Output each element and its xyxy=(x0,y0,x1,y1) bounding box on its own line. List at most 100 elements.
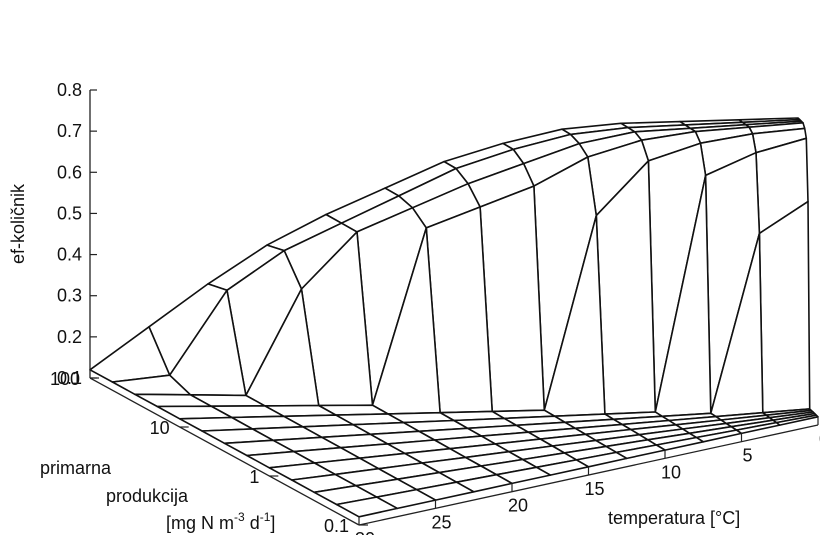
surface-cell xyxy=(273,437,341,452)
surface-cell xyxy=(503,129,571,150)
surface-cell xyxy=(700,133,756,176)
y-axis-label-line1: primarna xyxy=(40,458,112,478)
surface-cell xyxy=(616,445,665,459)
production-tick-label: 1 xyxy=(249,467,259,487)
surface-cell xyxy=(522,452,577,468)
surface-cell xyxy=(576,452,627,467)
axis-labels: ef-količnik temperatura [°C] primarna pr… xyxy=(8,183,740,533)
y-axis-label-line2: produkcija xyxy=(106,486,189,506)
surface-cell xyxy=(202,428,274,444)
surface-cell xyxy=(570,127,635,144)
z-axis-label: ef-količnik xyxy=(8,183,28,264)
z-tick-label: 0.5 xyxy=(57,203,82,223)
surface-cell xyxy=(208,245,285,291)
surface-cell xyxy=(564,446,617,460)
z-tick-label: 0.6 xyxy=(57,162,82,182)
surface-cell xyxy=(669,416,721,425)
surface-cell xyxy=(284,223,357,289)
surface-cell xyxy=(639,429,690,440)
surface-cell xyxy=(533,157,597,411)
surface-cell xyxy=(726,417,773,427)
surface-cell xyxy=(776,415,818,426)
surface-cell xyxy=(252,426,322,441)
surface-cell xyxy=(585,429,640,441)
z-tick-label: 0.8 xyxy=(57,80,82,100)
surface-cell xyxy=(335,413,404,425)
z-tick-label: 0.7 xyxy=(57,121,82,141)
surface-cell xyxy=(376,489,436,509)
surface-cell xyxy=(190,394,265,407)
surface-cell xyxy=(341,195,413,232)
surface-cell xyxy=(552,440,607,453)
surface-cell xyxy=(283,415,354,427)
surface-cell xyxy=(398,168,469,208)
surface-cell xyxy=(496,467,551,484)
z-tick-label: 0.4 xyxy=(57,245,82,265)
surface-cell xyxy=(468,163,534,207)
surface-cell xyxy=(749,122,805,134)
surface-cell xyxy=(90,326,170,382)
surface-cell xyxy=(587,140,649,216)
surface-cell xyxy=(412,183,481,228)
surface-cell xyxy=(264,405,336,417)
surface-cell xyxy=(536,459,589,476)
surface-cell xyxy=(627,124,691,132)
surface-cell xyxy=(675,420,727,429)
surface-cell xyxy=(149,283,227,376)
surface-cell xyxy=(357,207,427,406)
surface-cell xyxy=(613,416,669,425)
z-tick-label: 0.3 xyxy=(57,286,82,306)
surface-cell xyxy=(562,123,628,135)
surface-cell xyxy=(648,143,706,412)
surface-cell xyxy=(689,426,737,438)
surface-cell xyxy=(169,290,246,396)
surface-cell xyxy=(444,143,514,169)
surface-cell xyxy=(710,233,763,417)
surface-cell xyxy=(508,446,565,460)
axes: 0.1 0.2 0.3 0.4 0.5 0.6 0.7 0.8 0.1 1 10 100 0 5 10 15 2… xyxy=(50,80,820,535)
surface-cell xyxy=(224,440,294,456)
surface-cell xyxy=(606,439,657,453)
surface-cell xyxy=(656,437,704,451)
surface-cell xyxy=(622,420,676,430)
temperature-tick-label: 30 xyxy=(355,529,375,535)
surface-cell xyxy=(759,201,810,413)
surface-cell xyxy=(465,451,523,466)
surface-cell xyxy=(575,424,631,435)
surface-cell xyxy=(157,406,232,419)
surface-cell xyxy=(440,411,505,421)
temperature-tick-label: 25 xyxy=(431,512,451,532)
surface-cell xyxy=(302,424,371,438)
surface-cell xyxy=(134,394,212,407)
production-tick-label: 100 xyxy=(50,369,80,389)
surface-cell xyxy=(353,422,419,435)
surface-cell xyxy=(495,439,553,452)
surface-cell xyxy=(326,188,399,224)
surface-mesh xyxy=(89,117,819,518)
surface-cell xyxy=(372,227,441,414)
surface-cell xyxy=(227,250,302,396)
surface-cell xyxy=(690,124,750,132)
surface-cell xyxy=(513,134,580,164)
surface-cell xyxy=(246,451,315,468)
production-tick-label: 10 xyxy=(150,418,170,438)
surface-cell xyxy=(267,214,342,251)
surface-cell xyxy=(682,423,732,434)
temperature-tick-label: 15 xyxy=(584,479,604,499)
surface-cell xyxy=(715,412,767,420)
surface-cell xyxy=(456,474,512,492)
surface-cell xyxy=(685,122,746,129)
surface-cell xyxy=(481,459,537,475)
surface-cell xyxy=(321,434,388,448)
production-axis-line xyxy=(89,377,360,526)
surface-cell xyxy=(736,422,780,434)
z-tick-label: 0.2 xyxy=(57,327,82,347)
surface-cell xyxy=(721,415,770,424)
surface-cell xyxy=(318,405,388,416)
surface-cell-edge xyxy=(335,496,399,518)
surface-cell xyxy=(647,433,697,445)
surface-cell xyxy=(301,231,373,406)
production-tick-label: 0.1 xyxy=(324,516,349,535)
surface-cell xyxy=(245,289,319,406)
surface-cell xyxy=(579,131,642,157)
